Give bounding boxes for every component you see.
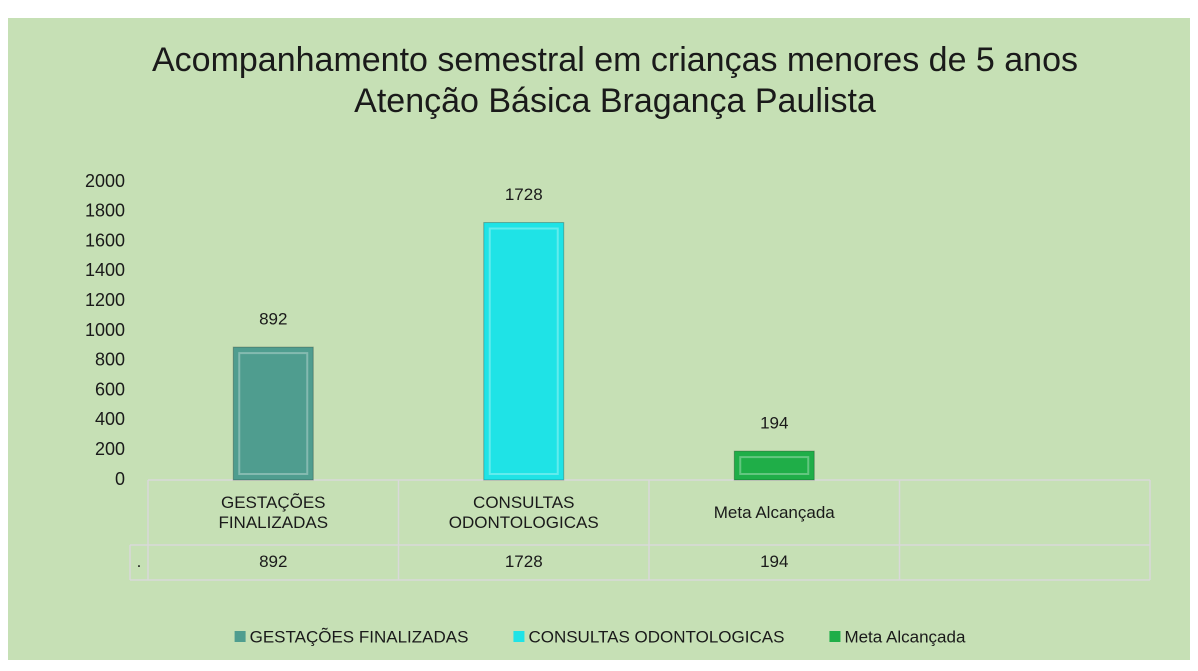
x-tick-label-box: GESTAÇÕES FINALIZADAS [218, 492, 329, 532]
y-tick-label: 800 [95, 350, 125, 370]
legend-swatch [513, 631, 525, 642]
y-tick-label: 400 [95, 409, 125, 429]
series-name: . [137, 552, 142, 571]
bar-bevel [488, 227, 559, 475]
bar-bevel [739, 456, 810, 475]
legend: GESTAÇÕES FINALIZADAS CONSULTAS ODONTOLOG… [234, 627, 966, 646]
y-tick-label: 0 [115, 469, 125, 489]
chart-subtitle: Atenção Básica Bragança Paulista [354, 82, 876, 120]
legend-label: GESTAÇÕES FINALIZADAS [250, 627, 469, 646]
chart-area [8, 18, 1190, 660]
data-label: 194 [760, 414, 788, 433]
chart-title: Acompanhamento semestral em crianças men… [152, 41, 1078, 79]
legend-label: CONSULTAS ODONTOLOGICAS [528, 627, 784, 646]
y-tick-label: 600 [95, 379, 125, 399]
table-value: 1728 [505, 552, 543, 571]
x-tick-label: GESTAÇÕES FINALIZADAS [218, 492, 329, 532]
y-tick-label: 2000 [85, 171, 125, 191]
y-tick-label: 1000 [85, 320, 125, 340]
y-tick-label: 1200 [85, 290, 125, 310]
x-tick-label-box: Meta Alcançada [713, 502, 835, 522]
bar [483, 222, 565, 481]
bar-bevel [238, 352, 309, 476]
y-tick-label: 1400 [85, 260, 125, 280]
table-value: 194 [760, 552, 788, 571]
table-value: 892 [259, 552, 287, 571]
bar [733, 450, 815, 481]
bar [232, 346, 314, 481]
data-label: 1728 [505, 185, 543, 204]
y-tick-label: 1600 [85, 230, 125, 250]
legend-swatch [234, 631, 246, 642]
y-tick-label: 200 [95, 439, 125, 459]
legend-swatch [829, 631, 841, 642]
x-tick-label: Meta Alcançada [713, 502, 835, 522]
y-tick-label: 1800 [85, 201, 125, 221]
legend-label: Meta Alcançada [844, 627, 966, 646]
data-label: 892 [259, 310, 287, 329]
x-tick-label-box: CONSULTAS ODONTOLOGICAS [448, 492, 599, 532]
x-tick-label: CONSULTAS ODONTOLOGICAS [448, 492, 599, 532]
